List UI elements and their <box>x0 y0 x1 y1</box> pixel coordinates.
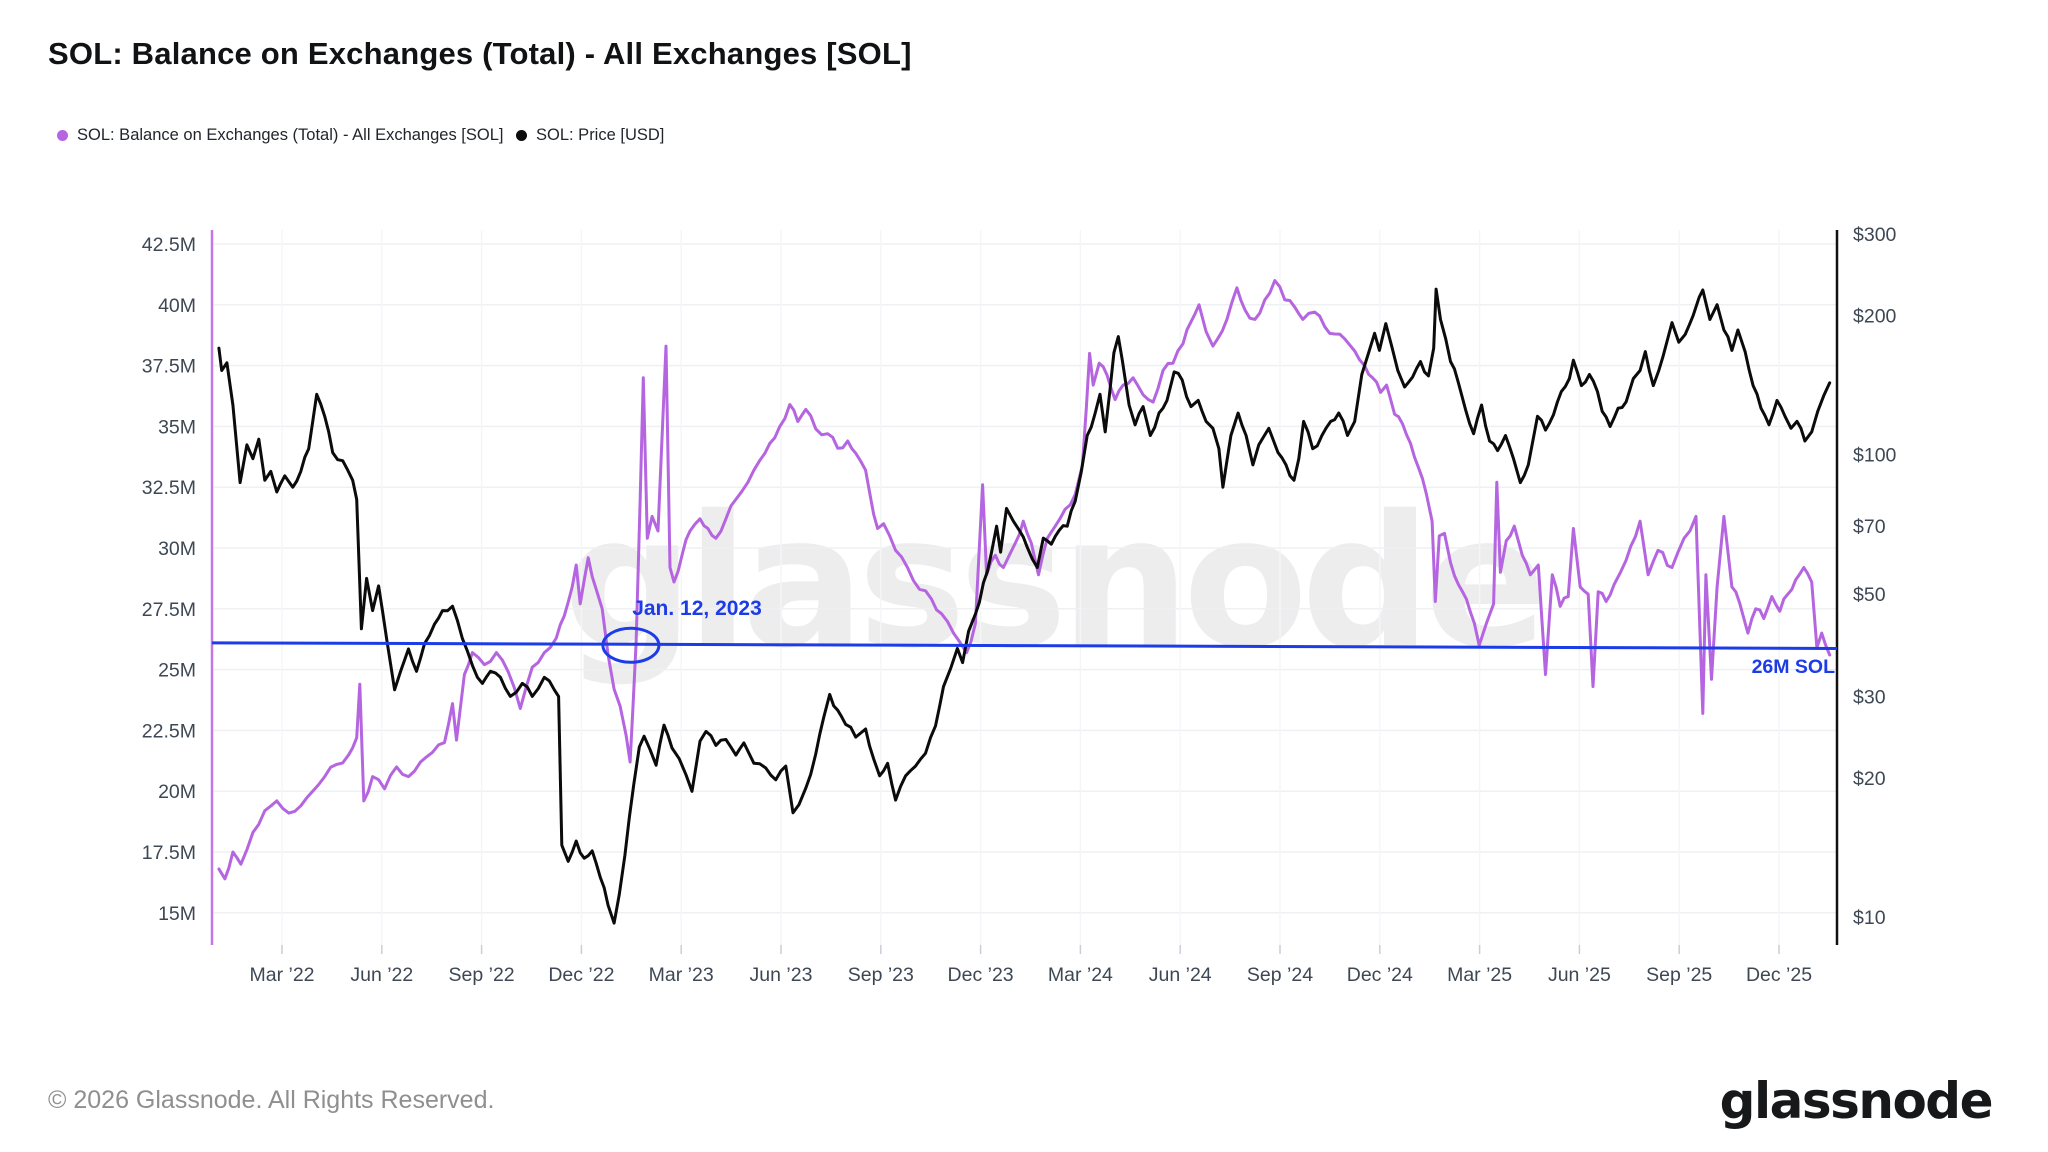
svg-text:$30: $30 <box>1853 686 1886 708</box>
svg-text:Dec ’22: Dec ’22 <box>548 964 614 986</box>
svg-text:40M: 40M <box>158 295 196 317</box>
svg-text:25M: 25M <box>158 660 196 682</box>
svg-text:Jun ’24: Jun ’24 <box>1149 964 1212 986</box>
svg-text:$50: $50 <box>1853 584 1886 606</box>
glassnode-logo: glassnode <box>1719 1072 1994 1130</box>
svg-text:Jun ’22: Jun ’22 <box>350 964 413 986</box>
svg-text:Mar ’25: Mar ’25 <box>1447 964 1512 986</box>
svg-text:42.5M: 42.5M <box>142 234 196 256</box>
svg-text:$100: $100 <box>1853 445 1897 467</box>
svg-text:15M: 15M <box>158 903 196 925</box>
svg-text:$20: $20 <box>1853 768 1886 790</box>
copyright-text: © 2026 Glassnode. All Rights Reserved. <box>48 1086 495 1114</box>
svg-text:$200: $200 <box>1853 305 1897 327</box>
svg-text:Dec ’25: Dec ’25 <box>1746 964 1812 986</box>
legend-item-balance: SOL: Balance on Exchanges (Total) - All … <box>57 126 503 145</box>
legend-item-price: SOL: Price [USD] <box>516 126 664 145</box>
svg-text:32.5M: 32.5M <box>142 477 196 499</box>
svg-text:Jun ’23: Jun ’23 <box>750 964 813 986</box>
svg-text:Mar ’24: Mar ’24 <box>1048 964 1113 986</box>
svg-text:Dec ’24: Dec ’24 <box>1347 964 1413 986</box>
legend-price-label: SOL: Price [USD] <box>536 126 665 144</box>
price-series-dot-icon <box>516 130 527 141</box>
annotation-date-label: Jan. 12, 2023 <box>632 597 762 620</box>
svg-text:$70: $70 <box>1853 516 1886 538</box>
svg-text:27.5M: 27.5M <box>142 599 196 621</box>
svg-text:Mar ’23: Mar ’23 <box>649 964 714 986</box>
svg-text:Sep ’22: Sep ’22 <box>449 964 515 986</box>
page-title: SOL: Balance on Exchanges (Total) - All … <box>48 36 912 71</box>
svg-text:$10: $10 <box>1853 907 1886 929</box>
svg-text:22.5M: 22.5M <box>142 720 196 742</box>
svg-text:Sep ’24: Sep ’24 <box>1247 964 1313 986</box>
svg-text:Sep ’23: Sep ’23 <box>848 964 914 986</box>
balance-series-dot-icon <box>57 130 68 141</box>
svg-text:Jun ’25: Jun ’25 <box>1548 964 1611 986</box>
svg-text:Mar ’22: Mar ’22 <box>249 964 314 986</box>
svg-text:$300: $300 <box>1853 224 1897 246</box>
svg-text:20M: 20M <box>158 781 196 803</box>
svg-text:Dec ’23: Dec ’23 <box>948 964 1014 986</box>
legend-balance-label: SOL: Balance on Exchanges (Total) - All … <box>77 126 504 144</box>
svg-text:37.5M: 37.5M <box>142 356 196 378</box>
svg-text:35M: 35M <box>158 416 196 438</box>
svg-text:17.5M: 17.5M <box>142 842 196 864</box>
svg-text:30M: 30M <box>158 538 196 560</box>
annotation-line-label: 26M SOL <box>1751 656 1835 678</box>
svg-text:Sep ’25: Sep ’25 <box>1646 964 1712 986</box>
